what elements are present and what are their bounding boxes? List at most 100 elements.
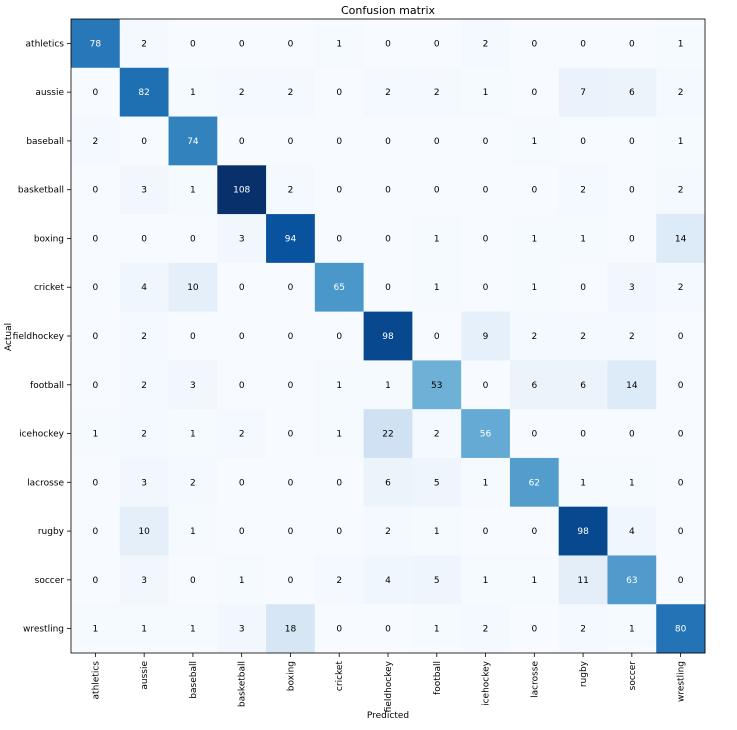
cell-value-label: 0: [288, 137, 294, 147]
heatmap-cell: [607, 116, 657, 166]
cell-value-label: 6: [531, 381, 537, 391]
heatmap-cell: [412, 604, 462, 654]
heatmap-cell: [119, 19, 170, 69]
chart-title: Confusion matrix: [341, 4, 436, 17]
cell-value-label: 0: [93, 576, 99, 586]
heatmap-cell: [363, 311, 413, 361]
cell-value-label: 0: [93, 332, 99, 342]
cell-value-label: 1: [336, 39, 342, 49]
heatmap-cell: [607, 360, 657, 410]
cell-value-label: 0: [288, 430, 294, 440]
heatmap-cell: [266, 262, 316, 313]
cell-value-label: 0: [678, 381, 684, 391]
cell-value-label: 3: [190, 381, 196, 391]
heatmap-cell: [217, 457, 267, 508]
y-tick-label: baseball: [26, 137, 64, 147]
cell-value-label: 5: [434, 576, 440, 586]
heatmap-cell: [168, 116, 218, 166]
cell-value-label: 3: [141, 576, 147, 586]
heatmap-cell: [412, 457, 462, 508]
heatmap-cell: [461, 457, 511, 508]
cell-value-label: 1: [483, 88, 489, 98]
heatmap-cell: [217, 165, 267, 215]
cell-value-label: 0: [580, 430, 586, 440]
heatmap-cell: [71, 262, 121, 313]
y-axis-label: Actual: [4, 323, 14, 351]
heatmap-cell: [266, 67, 316, 118]
heatmap-cell: [266, 555, 316, 605]
cell-value-label: 0: [93, 283, 99, 293]
heatmap-cell: [168, 165, 218, 215]
heatmap-cell: [558, 604, 608, 654]
x-tick-label: athletics: [91, 661, 101, 700]
heatmap-cell: [217, 214, 267, 264]
heatmap-cell: [119, 409, 170, 459]
cell-value-label: 0: [288, 39, 294, 49]
heatmap-cell: [266, 311, 316, 361]
heatmap-cell: [509, 555, 560, 605]
cell-value-label: 0: [531, 625, 537, 635]
cell-value-label: 1: [531, 137, 537, 147]
heatmap-cells: 78 2 0 0 0 1 0 0 2 0 0 0 10 82 1 2 2 0 2 2 1 0 7 6 22 0 74 0 0 0 0 0 0 1 0…: [71, 19, 706, 654]
heatmap-cell: [314, 604, 365, 654]
heatmap-cell: [412, 165, 462, 215]
heatmap-cell: [461, 19, 511, 69]
heatmap-cell: [168, 604, 218, 654]
y-tick-label: athletics: [26, 39, 65, 49]
cell-value-label: 3: [141, 478, 147, 488]
cell-value-label: 0: [629, 234, 635, 244]
cell-value-label: 2: [239, 430, 245, 440]
cell-value-label: 1: [190, 186, 196, 196]
cell-value-label: 0: [93, 478, 99, 488]
heatmap-cell: [71, 214, 121, 264]
heatmap-cell: [656, 555, 706, 605]
heatmap-cell: [558, 67, 608, 118]
cell-value-label: 2: [288, 88, 294, 98]
heatmap-cell: [71, 409, 121, 459]
cell-value-label: 2: [336, 576, 342, 586]
x-tick-label: icehockey: [482, 660, 492, 706]
heatmap-cell: [266, 604, 316, 654]
x-tick-label: basketball: [238, 661, 248, 707]
heatmap-cell: [119, 67, 170, 118]
cell-value-label: 14: [626, 381, 638, 391]
cell-value-label: 0: [580, 39, 586, 49]
heatmap-cell: [509, 311, 560, 361]
cell-value-label: 53: [431, 381, 442, 391]
cell-value-label: 18: [285, 625, 297, 635]
cell-value-label: 1: [678, 39, 684, 49]
y-tick-label: boxing: [34, 234, 64, 244]
cell-value-label: 7: [580, 88, 586, 98]
heatmap-cell: [558, 214, 608, 264]
cell-value-label: 1: [434, 527, 440, 537]
cell-value-label: 2: [141, 39, 147, 49]
cell-value-label: 0: [190, 332, 196, 342]
heatmap-cell: [168, 360, 218, 410]
heatmap-cell: [314, 262, 365, 313]
cell-value-label: 1: [531, 576, 537, 586]
heatmap-cell: [607, 457, 657, 508]
cell-value-label: 1: [434, 234, 440, 244]
cell-value-label: 1: [190, 527, 196, 537]
heatmap-cell: [217, 19, 267, 69]
heatmap-cell: [363, 165, 413, 215]
cell-value-label: 82: [138, 88, 149, 98]
heatmap-cell: [558, 360, 608, 410]
cell-value-label: 0: [434, 39, 440, 49]
cell-value-label: 1: [678, 137, 684, 147]
cell-value-label: 0: [141, 137, 147, 147]
cell-value-label: 74: [187, 137, 199, 147]
heatmap-cell: [412, 409, 462, 459]
cell-value-label: 0: [580, 137, 586, 147]
heatmap-cell: [168, 214, 218, 264]
heatmap-cell: [412, 360, 462, 410]
heatmap-cell: [168, 67, 218, 118]
heatmap-cell: [71, 67, 121, 118]
cell-value-label: 0: [336, 88, 342, 98]
cell-value-label: 0: [93, 527, 99, 537]
heatmap-cell: [509, 116, 560, 166]
heatmap-cell: [509, 409, 560, 459]
heatmap-cell: [119, 311, 170, 361]
x-tick-label: football: [433, 661, 443, 695]
heatmap-cell: [217, 409, 267, 459]
